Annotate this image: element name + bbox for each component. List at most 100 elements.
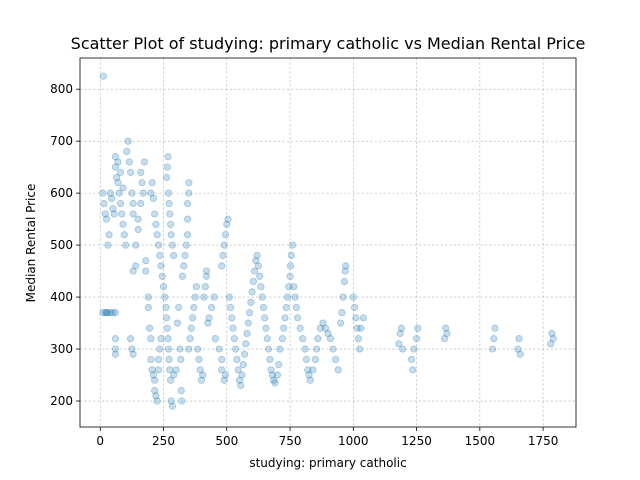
scatter-point — [165, 199, 173, 208]
scatter-point — [183, 215, 192, 223]
scatter-point — [296, 324, 304, 332]
scatter-point — [116, 199, 125, 208]
scatter-point — [166, 376, 175, 384]
scatter-point — [196, 366, 204, 374]
scatter-point — [443, 329, 451, 338]
scatter-point — [129, 210, 137, 218]
scatter-point — [340, 277, 349, 286]
scatter-point — [280, 324, 288, 332]
scatter-point — [548, 329, 556, 338]
scatter-point — [210, 293, 218, 301]
y-tick-label: 700 — [50, 134, 73, 148]
scatter-point — [248, 288, 256, 296]
scatter-point — [162, 303, 170, 312]
scatter-point — [204, 319, 212, 327]
scatter-point — [189, 314, 197, 322]
scatter-point — [185, 189, 193, 197]
scatter-point — [285, 283, 293, 291]
scatter-point — [154, 355, 163, 364]
scatter-point — [352, 314, 360, 322]
scatter-point — [111, 163, 120, 171]
scatter-point — [153, 231, 161, 239]
grid-lines — [80, 58, 576, 427]
scatter-point — [164, 189, 173, 197]
scatter-point — [221, 371, 230, 379]
scatter-point — [357, 324, 365, 332]
scatter-point — [104, 241, 112, 249]
scatter-point — [158, 272, 166, 280]
scatter-point — [396, 329, 404, 338]
scatter-point — [309, 366, 317, 374]
scatter-point — [290, 283, 298, 291]
scatter-point — [349, 293, 357, 301]
scatter-point — [120, 231, 128, 239]
scatter-point — [140, 158, 149, 166]
scatter-point — [152, 220, 160, 228]
scatter-point — [342, 262, 350, 270]
scatter-point — [257, 283, 265, 291]
scatter-point — [233, 355, 241, 364]
scatter-point — [185, 179, 193, 187]
scatter-point — [237, 381, 245, 390]
scatter-point — [316, 324, 325, 332]
scatter-point — [100, 199, 108, 208]
scatter-point — [269, 376, 278, 384]
scatter-point — [294, 314, 302, 322]
scatter-point — [129, 350, 137, 358]
scatter-point — [220, 241, 228, 249]
scatter-point — [104, 309, 112, 317]
scatter-point — [102, 309, 111, 317]
scatter-point — [166, 210, 174, 218]
scatter-point — [259, 303, 268, 312]
x-tick-label: 1750 — [528, 434, 559, 448]
scatter-point — [128, 345, 136, 353]
scatter-point — [262, 324, 270, 332]
scatter-point — [334, 366, 342, 374]
scatter-point — [111, 335, 120, 343]
scatter-point — [397, 324, 405, 332]
scatter-point — [278, 335, 287, 343]
scatter-point — [201, 283, 209, 291]
scatter-point — [142, 257, 150, 265]
y-tick-label: 400 — [50, 290, 73, 304]
scatter-point — [134, 215, 142, 223]
scatter-point — [337, 319, 345, 327]
scatter-point — [286, 262, 295, 270]
scatter-point — [224, 215, 232, 223]
scatter-point — [353, 324, 361, 332]
scatter-point — [157, 262, 165, 270]
scatter-point — [264, 345, 273, 353]
scatter-point — [99, 72, 107, 80]
scatter-point — [148, 366, 156, 374]
scatter-point — [164, 345, 173, 353]
scatter-point — [258, 293, 266, 301]
scatter-point — [282, 303, 290, 312]
scatter-point — [226, 303, 235, 312]
y-tick-label: 200 — [50, 394, 73, 408]
scatter-point — [202, 267, 211, 275]
scatter-point — [202, 272, 211, 280]
scatter-point — [271, 379, 279, 387]
scatter-point — [395, 340, 403, 348]
scatter-point — [311, 355, 319, 364]
scatter-point — [114, 179, 122, 187]
scatter-point — [114, 158, 122, 166]
scatter-point — [168, 402, 176, 410]
x-axis-label: studying: primary catholic — [249, 456, 406, 470]
scatter-point — [440, 335, 449, 343]
scatter-point — [106, 189, 114, 197]
data-points — [99, 72, 557, 410]
scatter-point — [256, 272, 264, 280]
scatter-point — [147, 355, 155, 364]
scatter-point — [218, 262, 226, 270]
scatter-point — [159, 283, 168, 291]
scatter-point — [168, 241, 176, 249]
scatter-point — [145, 324, 154, 332]
scatter-point — [409, 366, 417, 374]
scatter-point — [165, 355, 173, 364]
scatter-point — [199, 371, 207, 379]
scatter-point — [124, 137, 132, 145]
scatter-point — [232, 345, 240, 353]
scatter-point — [183, 199, 192, 208]
